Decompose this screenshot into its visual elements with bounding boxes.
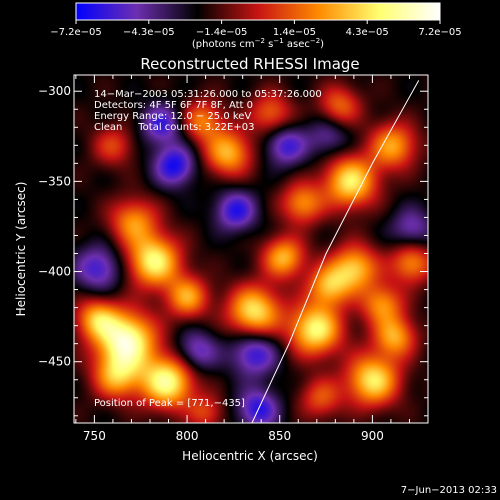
footer-timestamp: 7−Jun−2013 02:33 [401, 485, 497, 496]
x-axis-label: Heliocentric X (arcsec) [182, 449, 318, 463]
colorbar-ticks: −7.2e−05 −4.3e−05 −1.4e−05 1.4e−05 4.3e−05 7.… [50, 20, 462, 38]
peak-position-label: Position of Peak = [771,−435] [94, 398, 245, 409]
colorbar-tick-label: −4.3e−05 [123, 27, 175, 38]
colorbar-units-label: (photons cm−2 s−1 asec−2) [192, 37, 324, 50]
x-tick-label: 900 [361, 429, 384, 443]
x-tick-label: 850 [268, 429, 291, 443]
colorbar-tick-label: −1.4e−05 [196, 27, 248, 38]
info-time-range: 14−Mar−2003 05:31:26.000 to 05:37:26.000 [94, 89, 322, 100]
info-detectors: Detectors: 4F 5F 6F 7F 8F, Att 0 [94, 100, 253, 111]
y-tick-label: −400 [38, 265, 71, 279]
info-energy-range: Energy Range: 12.0 − 25.0 keV [94, 111, 251, 122]
solar-limb-curve [251, 80, 420, 424]
colorbar-tick-label: −7.2e−05 [50, 27, 102, 38]
x-tick-label: 800 [176, 429, 199, 443]
y-tick-label: −350 [38, 174, 71, 188]
heatmap-image [74, 75, 428, 423]
colorbar-tick-label: 7.2e−05 [418, 27, 461, 38]
colorbar-tick-label: 4.3e−05 [346, 27, 389, 38]
y-tick-label: −300 [38, 84, 71, 98]
axis-ticks: 750 800 850 900 −450 −400 −350 −300 [38, 75, 429, 443]
colorbar [75, 2, 441, 21]
x-tick-label: 750 [83, 429, 106, 443]
info-total-counts: Clean Total counts: 3.22E+03 [94, 122, 254, 133]
plot-frame [73, 74, 429, 424]
y-tick-label: −450 [38, 355, 71, 369]
colorbar-tick-label: 1.4e−05 [273, 27, 316, 38]
heatmap-canvas [74, 75, 428, 423]
chart-title: Reconstructed RHESSI Image [140, 55, 359, 73]
y-axis-label: Heliocentric Y (arcsec) [14, 182, 28, 317]
